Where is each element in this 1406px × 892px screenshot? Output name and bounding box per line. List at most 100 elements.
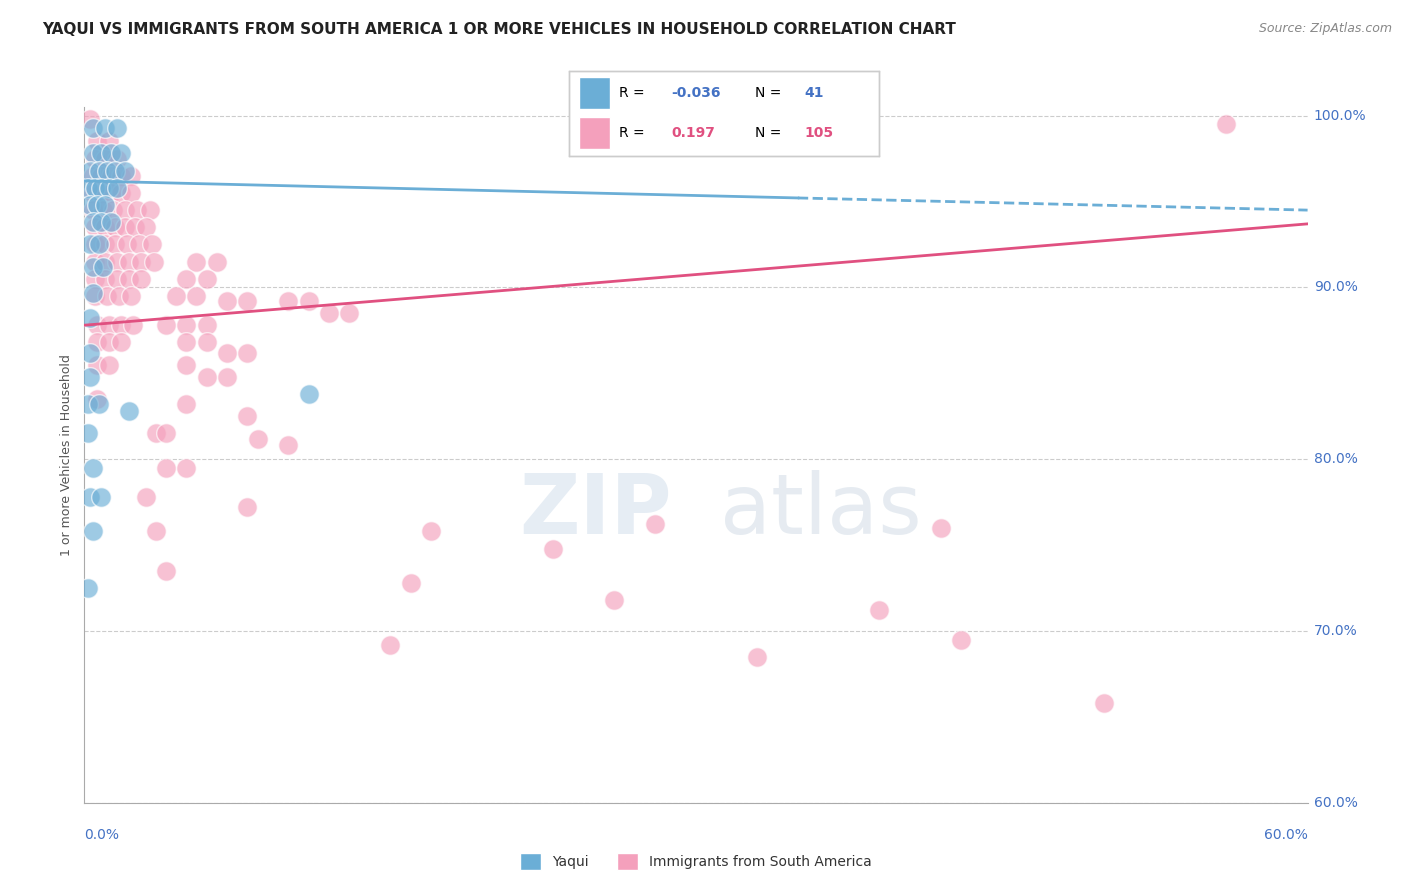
Point [82,285,104,300]
Point [90,186,112,200]
Legend: Yaqui, Immigrants from South America: Yaqui, Immigrants from South America [515,847,877,876]
Point [96,163,118,178]
Point [100,215,122,229]
Point [90,215,112,229]
Point [127,203,149,218]
Point [118,272,141,286]
Point [1215,117,1237,131]
Point [115,237,138,252]
Text: R =: R = [619,87,650,101]
Point [90,490,112,504]
Point [114,220,136,235]
Point [110,146,132,161]
Point [83,254,105,268]
Point [105,181,128,195]
Point [174,318,197,333]
Point [83,181,105,195]
Point [82,169,104,183]
Point [108,289,131,303]
Point [155,426,177,441]
Y-axis label: 1 or more Vehicles in Household: 1 or more Vehicles in Household [60,354,73,556]
Point [135,220,157,235]
Point [236,345,259,359]
Point [114,163,136,178]
Point [82,120,104,135]
Point [380,638,402,652]
Text: 100.0%: 100.0% [1313,109,1367,122]
Point [96,289,118,303]
Point [105,152,128,166]
Point [90,169,112,183]
Point [165,289,187,303]
Point [100,146,122,161]
Text: 60.0%: 60.0% [1313,796,1358,810]
Point [87,237,110,252]
Point [174,335,197,350]
Point [93,120,115,135]
Point [100,169,122,183]
Point [82,524,104,539]
Point [87,163,110,178]
Point [82,460,104,475]
Point [217,369,239,384]
Text: N =: N = [755,127,786,140]
Text: 70.0%: 70.0% [1313,624,1357,638]
Point [155,564,177,578]
Point [420,524,443,539]
Text: Source: ZipAtlas.com: Source: ZipAtlas.com [1258,22,1392,36]
Point [155,318,177,333]
Text: 105: 105 [804,127,834,140]
Point [110,335,132,350]
Point [195,272,218,286]
Point [174,272,197,286]
Point [644,517,666,532]
Point [950,632,973,647]
Point [138,203,160,218]
Point [79,345,101,359]
Point [82,203,104,218]
Point [110,169,132,183]
Point [87,397,110,411]
Point [90,146,112,161]
Point [79,163,101,178]
Point [603,593,626,607]
Point [128,237,150,252]
Point [93,237,115,252]
Point [82,260,104,274]
Text: 90.0%: 90.0% [1313,280,1358,294]
Point [118,404,141,418]
Point [97,181,120,195]
Point [93,198,115,212]
Point [298,294,321,309]
Point [141,237,163,252]
Point [82,146,104,161]
Point [86,392,108,406]
Point [195,369,218,384]
Point [131,254,153,268]
Point [1092,696,1115,710]
Point [217,294,239,309]
Point [124,220,146,235]
Point [236,409,259,424]
Point [79,237,101,252]
Text: YAQUI VS IMMIGRANTS FROM SOUTH AMERICA 1 OR MORE VEHICLES IN HOUSEHOLD CORRELATI: YAQUI VS IMMIGRANTS FROM SOUTH AMERICA 1… [42,22,956,37]
Text: -0.036: -0.036 [672,87,721,101]
Point [217,345,239,359]
Point [93,220,115,235]
Point [120,169,142,183]
Point [77,397,100,411]
Point [120,289,142,303]
Point [86,198,108,212]
Point [186,289,208,303]
Point [86,335,108,350]
Point [83,152,105,166]
Point [195,318,218,333]
Point [298,387,321,401]
Point [131,272,153,286]
Point [90,181,112,195]
Point [186,254,208,268]
Point [100,186,122,200]
Text: 80.0%: 80.0% [1313,452,1358,467]
Point [83,220,105,235]
Point [97,358,120,372]
